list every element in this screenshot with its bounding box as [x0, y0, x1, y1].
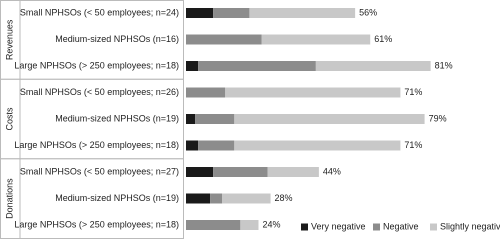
bar-segment — [186, 114, 196, 124]
bar-segment — [186, 87, 226, 98]
bar-segment — [222, 193, 271, 204]
bar-segment — [249, 8, 356, 18]
total-label: 79% — [429, 113, 447, 123]
category-label: Large NPHSOs (> 250 employees; n=18) — [14, 60, 179, 70]
bar-segment — [186, 167, 214, 177]
bar-segment — [210, 193, 223, 204]
bar-segment — [186, 220, 241, 230]
bar-segment — [186, 140, 199, 151]
category-label: Medium-sized NPHSOs (n=16) — [55, 34, 179, 44]
category-label: Medium-sized NPHSOs (n=19) — [55, 113, 179, 123]
bar-segment — [240, 220, 259, 230]
bar-segment — [213, 167, 268, 177]
total-label: 61% — [374, 34, 392, 44]
total-label: 71% — [404, 140, 422, 150]
bar-segment — [186, 61, 199, 71]
bar-segment — [195, 114, 235, 124]
bar-segment — [315, 61, 431, 71]
group-label: Donations — [4, 178, 14, 219]
bar-segment — [198, 140, 235, 151]
category-label: Small NPHSOs (< 50 employees; n=24) — [20, 7, 179, 17]
legend-swatch — [301, 223, 308, 231]
total-label: 28% — [275, 193, 293, 203]
bar-segment — [198, 61, 316, 71]
total-label: 71% — [404, 87, 422, 97]
group-label: Revenues — [4, 19, 14, 60]
bar-segment — [186, 193, 211, 204]
bar-segment — [225, 87, 401, 98]
total-label: 24% — [262, 219, 280, 229]
legend-label: Very negative — [311, 221, 366, 231]
bar-segment — [267, 167, 319, 177]
category-label: Small NPHSOs (< 50 employees; n=27) — [20, 166, 179, 176]
total-label: 44% — [323, 166, 341, 176]
total-label: 81% — [435, 60, 453, 70]
category-label: Medium-sized NPHSOs (n=19) — [55, 193, 179, 203]
category-label: Large NPHSOs (> 250 employees; n=18) — [14, 140, 179, 150]
group-label: Costs — [4, 107, 14, 131]
group-panel — [0, 158, 184, 239]
bar-segment — [234, 114, 425, 124]
legend-swatch — [430, 223, 437, 231]
bar-segment — [186, 8, 214, 18]
category-label: Small NPHSOs (< 50 employees; n=26) — [20, 87, 179, 97]
bar-segment — [261, 34, 371, 45]
total-label: 56% — [359, 7, 377, 17]
bar-segment — [234, 140, 401, 151]
category-label: Large NPHSOs (> 250 employees; n=18) — [14, 219, 179, 229]
legend-label: Negative — [383, 221, 419, 231]
bar-segment — [213, 8, 250, 18]
legend-swatch — [373, 223, 380, 231]
bar-segment — [186, 34, 262, 45]
legend-label: Slightly negative — [440, 221, 500, 231]
